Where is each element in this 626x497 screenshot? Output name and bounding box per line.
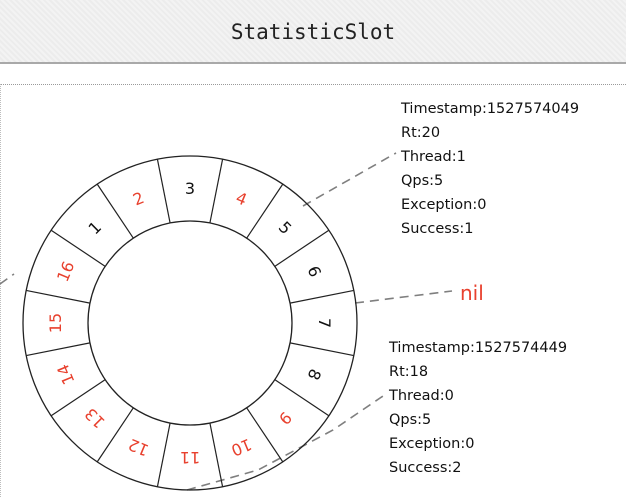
slot-divider [246, 183, 284, 239]
slot-label: 2 [130, 188, 147, 209]
ring-shapes [22, 155, 358, 491]
ring-inner-circle [87, 220, 293, 426]
nil-label: nil [460, 281, 484, 305]
slot-divider [209, 422, 224, 487]
bucket-info-top: Timestamp:1527574049 Rt:20 Thread:1 Qps:… [401, 97, 579, 241]
bucket-success: Success:1 [401, 221, 474, 237]
slot-divider [274, 229, 330, 267]
slot-divider [156, 422, 171, 487]
slot-label: 7 [315, 318, 334, 328]
bucket-rt: Rt:18 [389, 364, 429, 380]
connector-line-left [0, 273, 15, 285]
slot-divider [26, 289, 91, 304]
bucket-info-bottom: Timestamp:1527574449 Rt:18 Thread:0 Qps:… [389, 336, 567, 480]
bucket-qps: Qps:5 [389, 412, 432, 428]
dotted-divider [0, 84, 626, 85]
slot-label: 15 [46, 313, 65, 333]
connector-line-top [302, 152, 397, 207]
left-dotted-border [0, 84, 1, 497]
slot-label: 13 [81, 404, 109, 432]
slot-divider [156, 159, 171, 224]
slot-label: 1 [85, 218, 106, 239]
slot-divider [50, 379, 106, 417]
slot-divider [289, 342, 354, 357]
slot-divider [246, 407, 284, 463]
bucket-timestamp: Timestamp:1527574449 [389, 340, 568, 356]
slot-label: 5 [275, 218, 296, 239]
connector-lines [0, 152, 453, 491]
slot-divider [96, 407, 134, 463]
connector-line-nil [354, 290, 453, 304]
slot-label: 8 [304, 366, 325, 383]
slot-label: 16 [53, 258, 78, 284]
connector-line-bottom [186, 393, 387, 491]
slot-divider [50, 229, 106, 267]
bucket-thread: Thread:0 [389, 388, 454, 404]
bucket-exception: Exception:0 [389, 436, 475, 452]
slot-divider [26, 342, 91, 357]
header-bar: StatisticSlot [0, 0, 626, 64]
bucket-rt: Rt:20 [401, 125, 441, 141]
bucket-thread: Thread:1 [401, 149, 466, 165]
bucket-exception: Exception:0 [401, 197, 487, 213]
slot-divider [274, 379, 330, 417]
ring-outer-circle [22, 155, 358, 491]
slot-label: 10 [228, 435, 254, 460]
slot-label: 11 [180, 448, 200, 467]
slot-label: 12 [125, 435, 151, 460]
slot-divider [96, 183, 134, 239]
slot-divider [209, 159, 224, 224]
slot-label: 9 [275, 408, 296, 429]
bucket-success: Success:2 [389, 460, 462, 476]
slot-divider [289, 289, 354, 304]
slot-label: 4 [233, 188, 250, 209]
slot-label: 6 [304, 263, 325, 280]
slot-label: 14 [53, 361, 78, 387]
bucket-timestamp: Timestamp:1527574049 [401, 101, 580, 117]
page-title: StatisticSlot [230, 20, 396, 44]
slot-label: 3 [185, 179, 195, 198]
bucket-qps: Qps:5 [401, 173, 444, 189]
